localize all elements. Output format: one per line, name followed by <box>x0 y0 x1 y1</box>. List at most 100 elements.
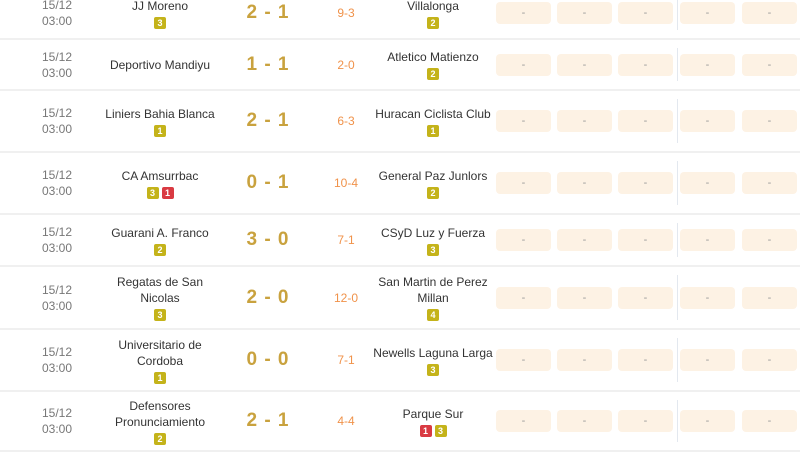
odds-cell[interactable]: - <box>742 172 797 194</box>
match-date: 15/12 <box>41 345 73 359</box>
home-team[interactable]: CA Amsurrbac 3 1 <box>100 153 220 213</box>
odds-cell[interactable]: - <box>680 172 735 194</box>
odds-cell[interactable]: - <box>680 410 735 432</box>
odds-cell[interactable]: - <box>557 410 612 432</box>
match-time: 15/12 03:00 <box>17 392 97 450</box>
odds-cell[interactable]: - <box>618 229 673 251</box>
home-team[interactable]: Regatas de San Nicolas 3 <box>100 267 220 328</box>
odds-cell[interactable]: - <box>557 349 612 371</box>
odds-cell[interactable]: - <box>680 110 735 132</box>
match-row[interactable]: 15/12 03:00 JJ Moreno 3 2 - 1 9-3 Villalon… <box>0 0 800 40</box>
half-time-score: 2-0 <box>318 40 374 89</box>
odds-cell[interactable]: - <box>742 349 797 371</box>
match-row[interactable]: 15/12 03:00 CA Amsurrbac 3 1 0 - 1 10-4 Gen… <box>0 153 800 215</box>
odds-cell[interactable]: - <box>496 349 551 371</box>
match-time: 15/12 03:00 <box>17 40 97 89</box>
full-time-score[interactable]: 2 - 0 <box>233 267 303 328</box>
odds-cell[interactable]: - <box>742 286 797 309</box>
match-row[interactable]: 15/12 03:00 Defensores Pronunciamiento 2 2… <box>0 392 800 452</box>
score-text: 2 - 1 <box>246 2 290 23</box>
full-time-score[interactable]: 2 - 1 <box>233 91 303 151</box>
kickoff-time: 03:00 <box>41 422 73 436</box>
full-time-score[interactable]: 2 - 1 <box>233 0 303 38</box>
kickoff-time: 03:00 <box>41 14 73 28</box>
odds-cell[interactable]: - <box>742 53 797 76</box>
odds-cell[interactable]: - <box>557 229 612 251</box>
away-team[interactable]: Newells Laguna Larga 3 <box>372 330 494 390</box>
home-team[interactable]: Universitario de Cordoba 1 <box>100 330 220 390</box>
yellow-card-badge: 3 <box>146 186 159 199</box>
odds-cell[interactable]: - <box>742 110 797 132</box>
odds-cell[interactable]: - <box>618 172 673 194</box>
odds-cell[interactable]: - <box>618 410 673 432</box>
odds-cell[interactable]: - <box>618 349 673 371</box>
odds-cell[interactable]: - <box>742 410 797 432</box>
column-divider <box>677 275 678 320</box>
card-badges: 1 <box>154 371 166 384</box>
odds-cell[interactable]: - <box>557 172 612 194</box>
match-row[interactable]: 15/12 03:00 Guarani A. Franco 2 3 - 0 7-1 … <box>0 215 800 267</box>
home-team[interactable]: Deportivo Mandiyu <box>100 40 220 89</box>
score-text: 3 - 0 <box>246 229 290 250</box>
odds-cell[interactable]: - <box>496 410 551 432</box>
score-text: 1 - 1 <box>246 53 290 75</box>
match-date: 15/12 <box>41 106 73 120</box>
away-team[interactable]: CSyD Luz y Fuerza 3 <box>372 215 494 265</box>
full-time-score[interactable]: 3 - 0 <box>233 215 303 265</box>
home-team[interactable]: Defensores Pronunciamiento 2 <box>100 392 220 450</box>
yellow-card-badge: 2 <box>427 68 439 80</box>
odds-cell[interactable]: - <box>618 53 673 76</box>
full-time-score[interactable]: 1 - 1 <box>233 40 303 89</box>
yellow-card-badge: 2 <box>427 186 439 199</box>
full-time-score[interactable]: 0 - 1 <box>233 153 303 213</box>
odds-cell[interactable]: - <box>557 2 612 24</box>
full-time-score[interactable]: 2 - 1 <box>233 392 303 450</box>
home-team[interactable]: JJ Moreno 3 <box>100 0 220 38</box>
odds-cell[interactable]: - <box>742 229 797 251</box>
odds-cell[interactable]: - <box>496 110 551 132</box>
odds-cell[interactable]: - <box>680 286 735 309</box>
half-time-score: 7-1 <box>318 215 374 265</box>
ht-text: 7-1 <box>337 353 355 367</box>
away-team[interactable]: San Martin de Perez Millan 4 <box>372 267 494 328</box>
odds-cell[interactable]: - <box>557 110 612 132</box>
odds-cell[interactable]: - <box>496 172 551 194</box>
ht-text: 9-3 <box>337 6 355 20</box>
odds-cell[interactable]: - <box>742 2 797 24</box>
card-badges: 4 <box>427 309 439 321</box>
column-divider <box>677 48 678 81</box>
match-row[interactable]: 15/12 03:00 Universitario de Cordoba 1 0 -… <box>0 330 800 392</box>
odds-cell[interactable]: - <box>680 349 735 371</box>
away-team[interactable]: Villalonga 2 <box>372 0 494 38</box>
odds-cell[interactable]: - <box>618 286 673 309</box>
odds-cell[interactable]: - <box>557 286 612 309</box>
odds-cell[interactable]: - <box>618 110 673 132</box>
card-badges: 2 <box>427 186 439 199</box>
odds-cell[interactable]: - <box>680 229 735 251</box>
full-time-score[interactable]: 0 - 0 <box>233 330 303 390</box>
odds-cell[interactable]: - <box>496 286 551 309</box>
odds-cell[interactable]: - <box>680 2 735 24</box>
card-badges: 2 <box>427 68 439 80</box>
home-team[interactable]: Guarani A. Franco 2 <box>100 215 220 265</box>
odds-cell[interactable]: - <box>557 53 612 76</box>
away-team[interactable]: General Paz Junlors 2 <box>372 153 494 213</box>
match-row[interactable]: 15/12 03:00 Liniers Bahia Blanca 1 2 - 1 6… <box>0 91 800 153</box>
away-team[interactable]: Huracan Ciclista Club 1 <box>372 91 494 151</box>
half-time-score: 12-0 <box>318 267 374 328</box>
match-row[interactable]: 15/12 03:00 Regatas de San Nicolas 3 2 - 0… <box>0 267 800 330</box>
score-text: 2 - 0 <box>246 286 290 308</box>
home-team[interactable]: Liniers Bahia Blanca 1 <box>100 91 220 151</box>
away-team[interactable]: Atletico Matienzo 2 <box>372 40 494 89</box>
match-row[interactable]: 15/12 03:00 Deportivo Mandiyu 1 - 1 2-0 A… <box>0 40 800 91</box>
away-team[interactable]: Parque Sur 1 3 <box>372 392 494 450</box>
match-date: 15/12 <box>41 0 73 12</box>
odds-cell[interactable]: - <box>496 229 551 251</box>
away-team-name: General Paz Junlors <box>378 168 488 183</box>
half-time-score: 9-3 <box>318 0 374 38</box>
yellow-card-badge: 2 <box>154 243 166 256</box>
odds-cell[interactable]: - <box>496 53 551 76</box>
odds-cell[interactable]: - <box>618 2 673 24</box>
odds-cell[interactable]: - <box>680 53 735 76</box>
odds-cell[interactable]: - <box>496 2 551 24</box>
